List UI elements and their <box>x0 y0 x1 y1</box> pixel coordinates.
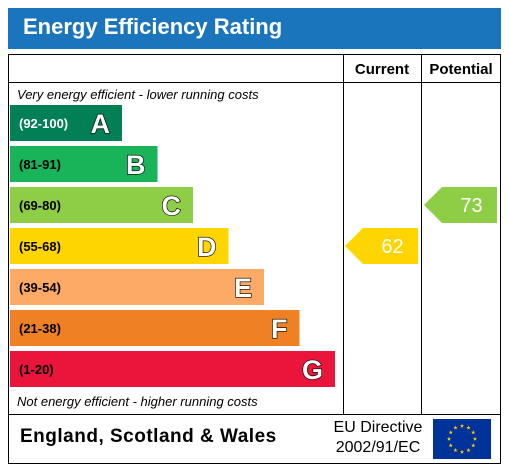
directive-line-2: 2002/91/EC <box>335 439 421 456</box>
flag-star <box>459 449 465 454</box>
band-bar-b <box>10 146 158 182</box>
band-bar-f <box>10 310 300 346</box>
band-letter-g: G <box>302 355 323 385</box>
current-rating-arrow <box>345 228 418 264</box>
column-header-current: Current <box>355 61 409 78</box>
current-rating-value: 62 <box>381 236 403 258</box>
column-header-potential: Potential <box>429 61 492 78</box>
band-bar-d <box>10 228 229 264</box>
flag-star <box>459 423 465 428</box>
band-range-a: (92-100) <box>19 116 68 131</box>
title-bar: Energy Efficiency Rating <box>8 8 501 49</box>
band-range-d: (55-68) <box>19 239 61 254</box>
flag-star <box>446 436 452 441</box>
band-range-f: (21-38) <box>19 321 61 336</box>
band-letter-b: B <box>126 150 146 180</box>
band-bar-c <box>10 187 193 223</box>
band-letter-c: C <box>162 191 182 221</box>
band-letter-a: A <box>91 109 111 139</box>
flag-star <box>448 430 453 435</box>
rating-bands: (92-100) A (81-91) B (69-80) C (55-68) D (39-54)… <box>10 105 335 387</box>
potential-rating-arrow <box>424 187 497 223</box>
band-range-c: (69-80) <box>19 198 61 213</box>
flag-star <box>448 443 453 448</box>
band-range-b: (81-91) <box>19 157 61 172</box>
directive-line-1: EU Directive <box>333 419 423 436</box>
footer-region: England, Scotland & Wales <box>20 426 277 447</box>
flag-star <box>453 425 458 430</box>
top-note: Very energy efficient - lower running co… <box>17 87 259 102</box>
eu-flag-icon <box>433 419 491 459</box>
band-range-g: (1-20) <box>19 362 54 377</box>
band-bar-e <box>10 269 264 305</box>
footer-directive: EU Directive 2002/91/EC <box>326 418 430 458</box>
flag-star <box>472 436 478 441</box>
flag-star <box>471 430 476 435</box>
potential-rating-value: 73 <box>460 195 482 217</box>
rating-markers: 62 73 <box>345 187 497 264</box>
flag-star <box>471 443 476 448</box>
band-letter-e: E <box>234 273 252 303</box>
band-range-e: (39-54) <box>19 280 61 295</box>
band-letter-f: F <box>271 314 288 344</box>
footer-frame <box>8 414 501 464</box>
flag-star <box>466 425 471 430</box>
band-letter-d: D <box>197 232 217 262</box>
bottom-note: Not energy efficient - higher running co… <box>17 394 258 409</box>
page-title: Energy Efficiency Rating <box>23 14 283 39</box>
flag-star <box>466 448 471 453</box>
band-bar-g <box>10 351 335 387</box>
band-bar-a <box>10 105 122 141</box>
flag-star <box>453 448 458 453</box>
